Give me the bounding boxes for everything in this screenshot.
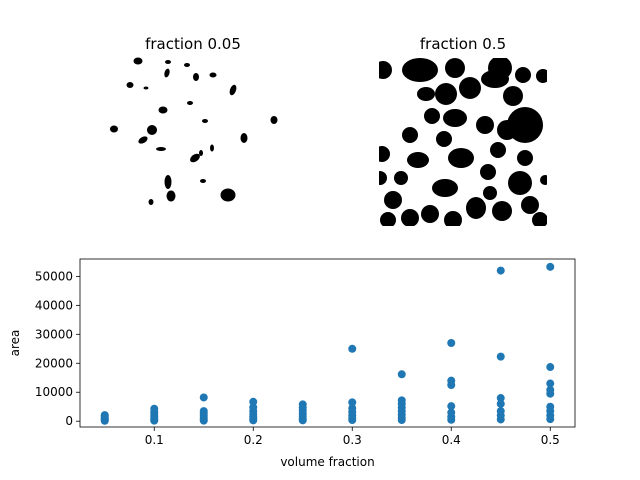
data-point [298, 400, 307, 409]
data-point [546, 363, 555, 372]
y-axis-label: area [8, 330, 22, 357]
x-axis-ticks: 0.1 0.2 0.3 0.4 0.5 [145, 427, 560, 447]
x-tick-label: 0.5 [541, 433, 560, 447]
data-points [100, 262, 555, 425]
x-tick-label: 0.3 [343, 433, 362, 447]
data-point [496, 266, 505, 275]
panel-title-high: fraction 0.5 [420, 35, 506, 53]
data-point [546, 262, 555, 271]
y-tick-label: 40000 [35, 298, 73, 312]
x-tick-label: 0.4 [442, 433, 461, 447]
data-point [397, 370, 406, 379]
plot-frame [79, 258, 576, 428]
x-axis-label: volume fraction [280, 455, 374, 469]
data-point [199, 393, 208, 402]
panel-fraction-high: fraction 0.5 [379, 35, 547, 226]
data-point [397, 396, 406, 405]
data-point [348, 404, 357, 413]
panel-fraction-low: fraction 0.05 [110, 35, 278, 205]
x-tick-label: 0.2 [244, 433, 263, 447]
x-tick-label: 0.1 [145, 433, 164, 447]
data-point [447, 339, 456, 347]
y-tick-label: 0 [65, 414, 73, 428]
y-axis-ticks: 0 10000 20000 30000 40000 50000 [35, 269, 80, 428]
particles-low-fraction [110, 57, 278, 205]
scatter-plot: 0.1 0.2 0.3 0.4 0.5 0 10000 20000 30000 40000 500… [8, 258, 576, 469]
data-point [496, 407, 505, 416]
y-tick-label: 20000 [35, 356, 73, 370]
data-point [348, 344, 357, 353]
data-point [496, 352, 505, 361]
data-point [496, 399, 505, 408]
particles-high-fraction [379, 58, 547, 226]
data-point [249, 403, 258, 412]
panel-title-low: fraction 0.05 [145, 35, 241, 53]
y-tick-label: 10000 [35, 385, 73, 399]
data-point [496, 394, 505, 403]
y-tick-label: 30000 [35, 327, 73, 341]
data-point [447, 376, 456, 385]
data-point [199, 407, 208, 416]
data-point [100, 411, 109, 420]
data-point [546, 379, 555, 388]
data-point [249, 397, 258, 406]
data-point [150, 404, 159, 413]
data-point [546, 385, 555, 394]
data-point [447, 408, 456, 417]
y-tick-label: 50000 [35, 269, 73, 283]
data-point [546, 402, 555, 411]
data-point [348, 398, 357, 407]
data-point [447, 402, 456, 411]
